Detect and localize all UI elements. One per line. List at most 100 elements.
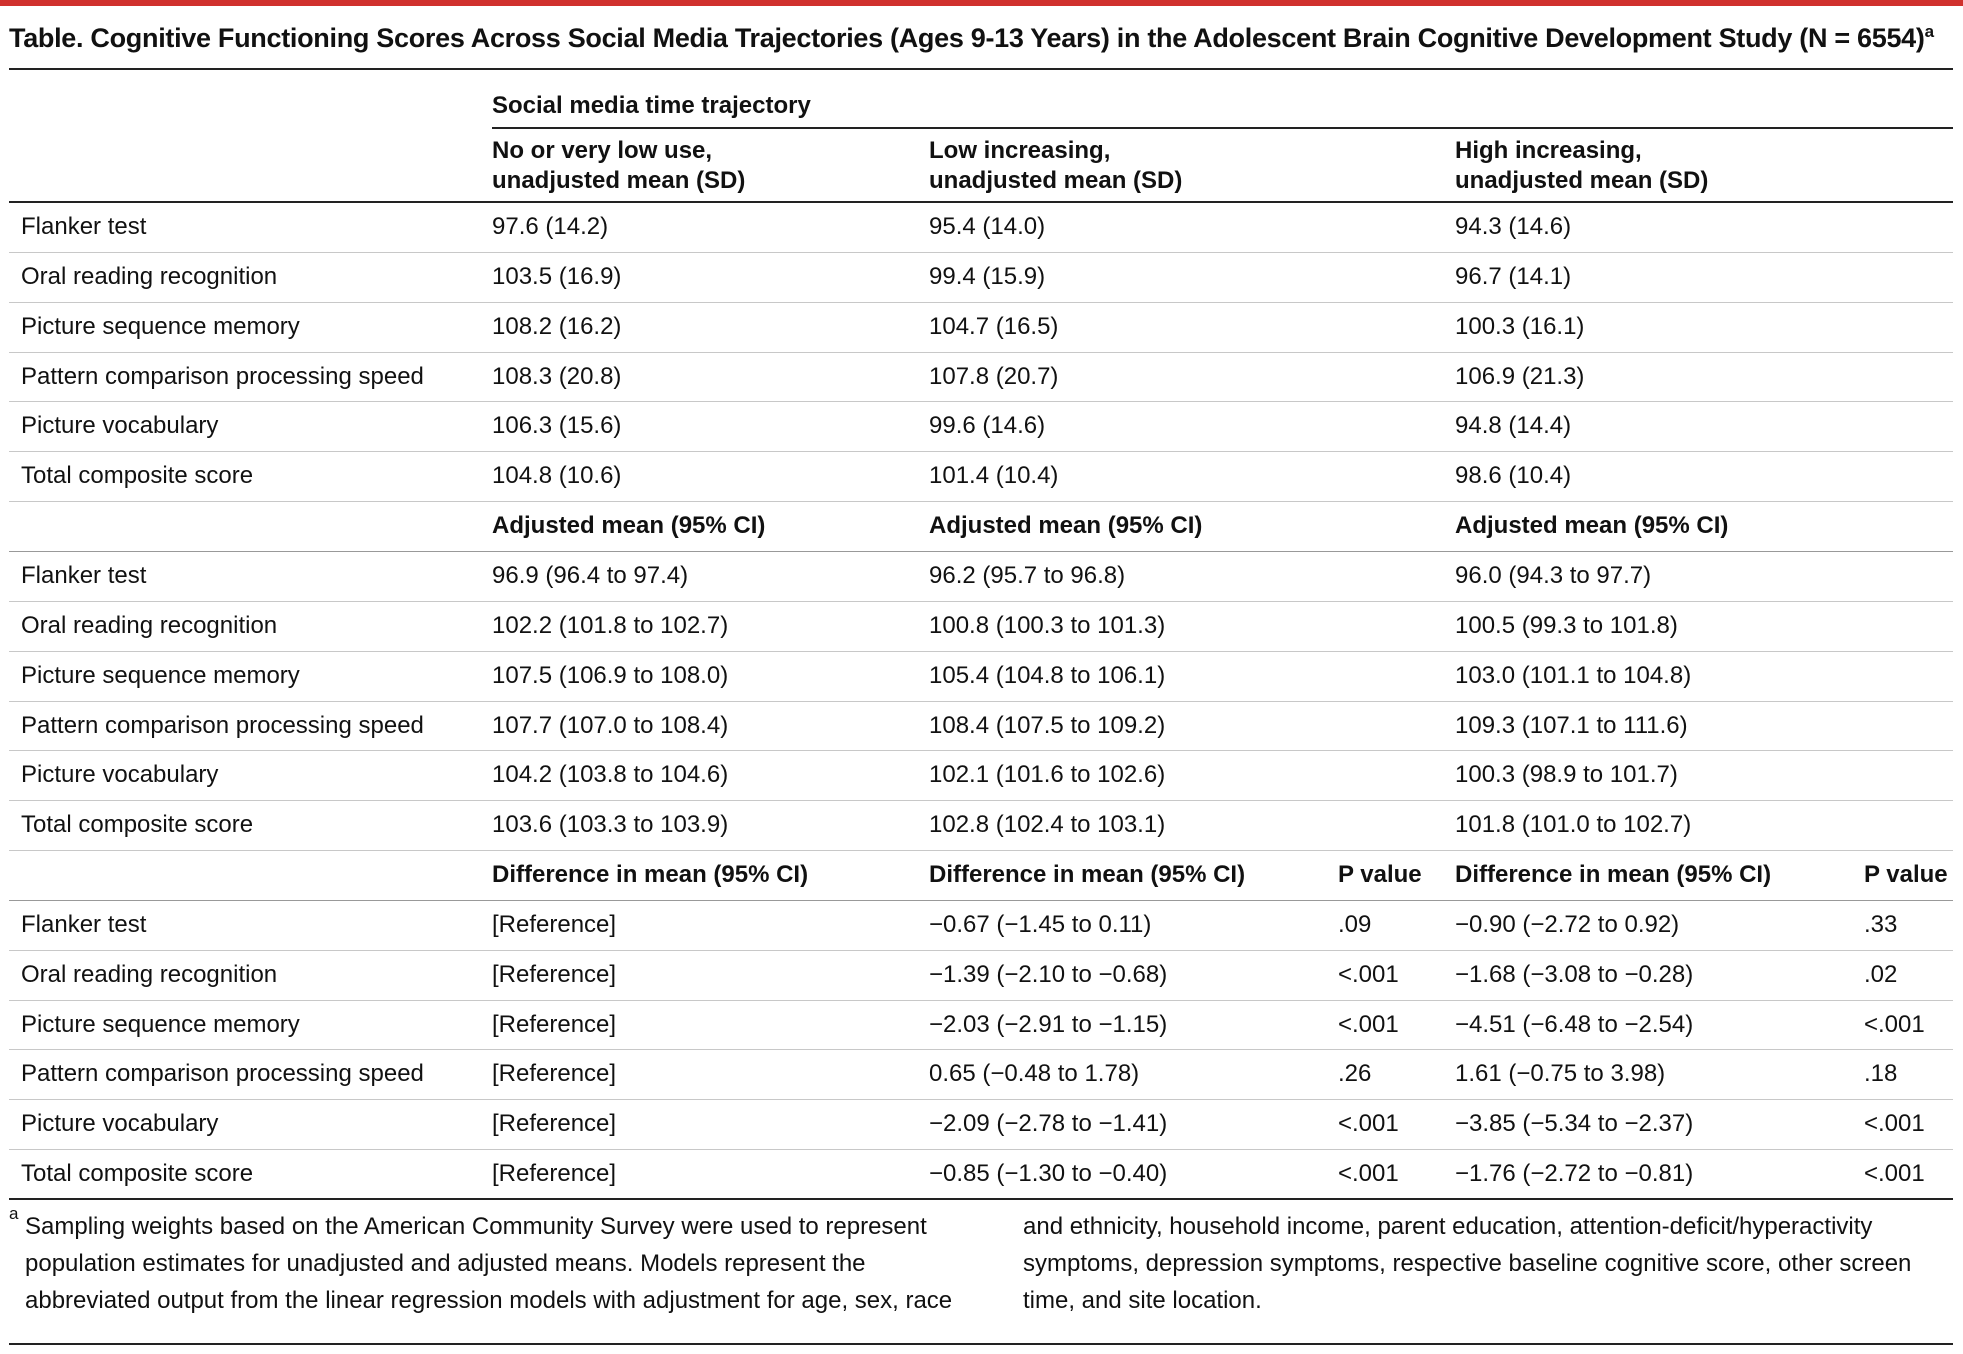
cell: <.001: [1338, 1010, 1399, 1038]
table-title: Table. Cognitive Functioning Scores Acro…: [9, 22, 1934, 54]
row-label: Pattern comparison processing speed: [21, 362, 424, 390]
cell: 0.65 (−0.48 to 1.78): [929, 1060, 1140, 1088]
cell: .26: [1338, 1060, 1372, 1088]
cell: 102.8 (102.4 to 103.1): [929, 811, 1166, 839]
cell: .02: [1864, 960, 1898, 988]
cell: 106.9 (21.3): [1455, 362, 1585, 390]
row-rule: [9, 651, 1953, 652]
row-rule: [9, 252, 1953, 253]
cell: 107.8 (20.7): [929, 362, 1059, 390]
row-label: Picture sequence memory: [21, 312, 300, 340]
cell: <.001: [1864, 1160, 1925, 1188]
row-rule: [9, 1000, 1953, 1001]
cell: 108.2 (16.2): [492, 312, 622, 340]
row-rule: [9, 451, 1953, 452]
footnote-mark: a: [9, 1204, 19, 1223]
cell: 104.7 (16.5): [929, 312, 1059, 340]
bottom-rule: [9, 1343, 1953, 1345]
cell: 96.9 (96.4 to 97.4): [492, 561, 689, 589]
group-header: Social media time trajectory: [492, 92, 811, 119]
column-header: Low increasing,: [929, 137, 1111, 164]
cell: 108.4 (107.5 to 109.2): [929, 711, 1166, 739]
row-rule: [9, 701, 1953, 702]
column-header: unadjusted mean (SD): [1455, 167, 1709, 194]
row-label: Flanker test: [21, 910, 147, 938]
row-rule: [9, 302, 1953, 303]
row-rule: [9, 1149, 1953, 1150]
section-header: Difference in mean (95% CI): [1455, 861, 1772, 889]
cell: 102.1 (101.6 to 102.6): [929, 761, 1166, 789]
row-rule: [9, 850, 1953, 851]
row-label: Total composite score: [21, 811, 254, 839]
row-rule: [9, 900, 1953, 901]
cell: 108.3 (20.8): [492, 362, 622, 390]
cell: 100.8 (100.3 to 101.3): [929, 611, 1166, 639]
row-label: Picture vocabulary: [21, 1110, 219, 1138]
cell: 103.5 (16.9): [492, 262, 622, 290]
cell: 103.6 (103.3 to 103.9): [492, 811, 729, 839]
column-header: No or very low use,: [492, 137, 713, 164]
footnote: Sampling weights based on the American C…: [25, 1213, 1912, 1314]
cell: 96.2 (95.7 to 96.8): [929, 561, 1126, 589]
cell: 99.4 (15.9): [929, 262, 1046, 290]
cell: 102.2 (101.8 to 102.7): [492, 611, 729, 639]
cell: [Reference]: [492, 1160, 617, 1188]
row-label: Picture vocabulary: [21, 412, 219, 440]
cell: 107.7 (107.0 to 108.4): [492, 711, 729, 739]
cell: [Reference]: [492, 1110, 617, 1138]
cell: [Reference]: [492, 960, 617, 988]
cell: <.001: [1864, 1010, 1925, 1038]
row-rule: [9, 551, 1953, 552]
cell: −0.67 (−1.45 to 0.11): [929, 910, 1152, 938]
cell: 100.3 (98.9 to 101.7): [1455, 761, 1678, 789]
cell: .33: [1864, 910, 1898, 938]
cell: [Reference]: [492, 910, 617, 938]
cell: −1.68 (−3.08 to −0.28): [1455, 960, 1694, 988]
title-text: Table. Cognitive Functioning Scores Acro…: [9, 23, 1925, 53]
cell: [Reference]: [492, 1010, 617, 1038]
cell: −1.39 (−2.10 to −0.68): [929, 960, 1168, 988]
section-header: Adjusted mean (95% CI): [929, 512, 1203, 540]
row-label: Picture sequence memory: [21, 661, 300, 689]
cell: 95.4 (14.0): [929, 213, 1046, 240]
cell: 94.3 (14.6): [1455, 213, 1572, 240]
cell: 98.6 (10.4): [1455, 462, 1572, 490]
cell: −0.85 (−1.30 to −0.40): [929, 1160, 1168, 1188]
row-rule: [9, 950, 1953, 951]
cell: 101.8 (101.0 to 102.7): [1455, 811, 1692, 839]
cell: 1.61 (−0.75 to 3.98): [1455, 1060, 1666, 1088]
cell: −4.51 (−6.48 to −2.54): [1455, 1010, 1694, 1038]
row-label: Flanker test: [21, 213, 147, 240]
cell: 105.4 (104.8 to 106.1): [929, 661, 1166, 689]
cell: −0.90 (−2.72 to 0.92): [1455, 910, 1680, 938]
cell: .18: [1864, 1060, 1898, 1088]
top-bar: [0, 0, 1963, 6]
cell: 101.4 (10.4): [929, 462, 1059, 490]
row-label: Flanker test: [21, 561, 147, 589]
cell: 96.0 (94.3 to 97.7): [1455, 561, 1652, 589]
column-header: unadjusted mean (SD): [929, 167, 1183, 194]
title-rule: [9, 68, 1953, 70]
section-header: Difference in mean (95% CI): [492, 861, 809, 889]
section-header: P value: [1338, 861, 1422, 889]
cell: 97.6 (14.2): [492, 213, 609, 240]
cell: −2.03 (−2.91 to −1.15): [929, 1010, 1168, 1038]
section-header: P value: [1864, 861, 1948, 889]
cell: 109.3 (107.1 to 111.6): [1455, 711, 1688, 739]
cell: −3.85 (−5.34 to −2.37): [1455, 1110, 1694, 1138]
cell: 94.8 (14.4): [1455, 412, 1572, 440]
cell: 103.0 (101.1 to 104.8): [1455, 661, 1692, 689]
row-label: Oral reading recognition: [21, 262, 278, 290]
section-header: Difference in mean (95% CI): [929, 861, 1246, 889]
row-rule: [9, 750, 1953, 751]
cell: [Reference]: [492, 1060, 617, 1088]
table-bottom-rule: [9, 1198, 1953, 1200]
row-label: Oral reading recognition: [21, 611, 278, 639]
row-label: Total composite score: [21, 462, 254, 490]
row-label: Picture vocabulary: [21, 761, 219, 789]
column-header: High increasing,: [1455, 137, 1642, 164]
cell: .09: [1338, 910, 1372, 938]
cell: 96.7 (14.1): [1455, 262, 1572, 290]
cell: −1.76 (−2.72 to −0.81): [1455, 1160, 1694, 1188]
